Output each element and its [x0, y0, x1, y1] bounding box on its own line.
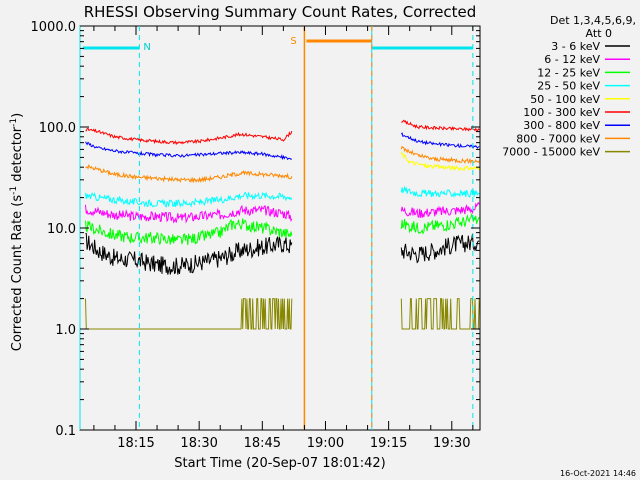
series-800-7000-keV-line-segment-1	[85, 163, 293, 184]
series-7000-15000-keV-line-segment-2	[400, 298, 480, 330]
y-axis-label-main: Corrected Count Rate (s	[10, 195, 25, 352]
y-tick-label: 10.0	[47, 222, 76, 237]
y-axis-label-sup1: -1	[9, 186, 19, 195]
footer-date: 16-Oct-2021 14:46	[560, 469, 636, 478]
series-3-6-keV-line-segment-2	[400, 233, 480, 264]
series-3-6-keV-line-segment-1	[85, 233, 293, 275]
legend-entry-label: 800 - 7000 keV	[516, 132, 600, 145]
y-tick-label: 1000.0	[31, 20, 77, 35]
legend-entry-label: 12 - 25 keV	[537, 66, 600, 79]
y-tick-label: 100.0	[39, 121, 76, 136]
y-axis-label: Corrected Count Rate (s-1 detector-1)	[9, 113, 25, 351]
series-6-12-keV-line-segment-1	[85, 204, 293, 224]
saa-label: S	[290, 36, 296, 47]
chart-title: RHESSI Observing Summary Count Rates, Co…	[84, 3, 477, 21]
y-tick-label: 1.0	[55, 323, 76, 338]
series-6-12-keV-line-segment-2	[400, 201, 480, 219]
legend-entry-label: 6 - 12 keV	[544, 53, 600, 66]
x-tick-label: 19:00	[307, 436, 344, 451]
legend-entry-label: 3 - 6 keV	[551, 40, 600, 53]
series-50-100-keV-line-segment-2	[400, 151, 480, 172]
x-tick-label: 18:30	[180, 436, 217, 451]
series-800-7000-keV-line-segment-2	[400, 145, 480, 165]
series-25-50-keV-line-segment-1	[85, 191, 293, 208]
x-tick-label: 19:15	[370, 436, 407, 451]
x-tick-label: 18:45	[244, 436, 281, 451]
y-axis: 0.1 1.0 10.0 100.0 1000.0	[31, 20, 480, 439]
series-7000-15000-keV-line-segment-1	[85, 298, 293, 330]
series-25-50-keV-line-segment-2	[400, 185, 480, 199]
legend-entry-label: 100 - 300 keV	[523, 106, 600, 119]
y-axis-label-sup2: -1	[9, 118, 19, 127]
series-100-300-keV-line-segment-2	[401, 119, 480, 132]
y-axis-label-mid: detector	[10, 126, 25, 186]
x-tick-label: 18:15	[117, 436, 154, 451]
series-100-300-keV-line-segment-1	[85, 127, 293, 146]
x-tick-label: 19:30	[433, 436, 470, 451]
legend-entry-label: 7000 - 15000 keV	[502, 146, 600, 159]
y-axis-label-end: )	[10, 113, 25, 118]
legend-entry-label: 300 - 800 keV	[523, 119, 600, 132]
plot-area: NS	[79, 25, 481, 431]
series-12-25-keV-line-segment-1	[85, 218, 293, 246]
legend-header-line2: Att 0	[586, 27, 612, 40]
plot-frame	[79, 25, 481, 431]
legend-header-line1: Det 1,3,4,5,6,9,	[550, 14, 636, 27]
x-axis-label: Start Time (20-Sep-07 18:01:42)	[174, 456, 385, 471]
series-12-25-keV-line-segment-2	[400, 212, 480, 235]
y-tick-label: 0.1	[55, 424, 76, 439]
legend-entry-label: 25 - 50 keV	[537, 80, 600, 93]
x-axis: 18:15 18:30 18:45 19:00 19:15 19:30	[93, 26, 474, 451]
night-label: N	[143, 42, 150, 53]
series-300-800-keV-line-segment-2	[400, 132, 480, 149]
series-300-800-keV-line-segment-1	[85, 141, 293, 161]
legend-entry-label: 50 - 100 keV	[530, 93, 600, 106]
